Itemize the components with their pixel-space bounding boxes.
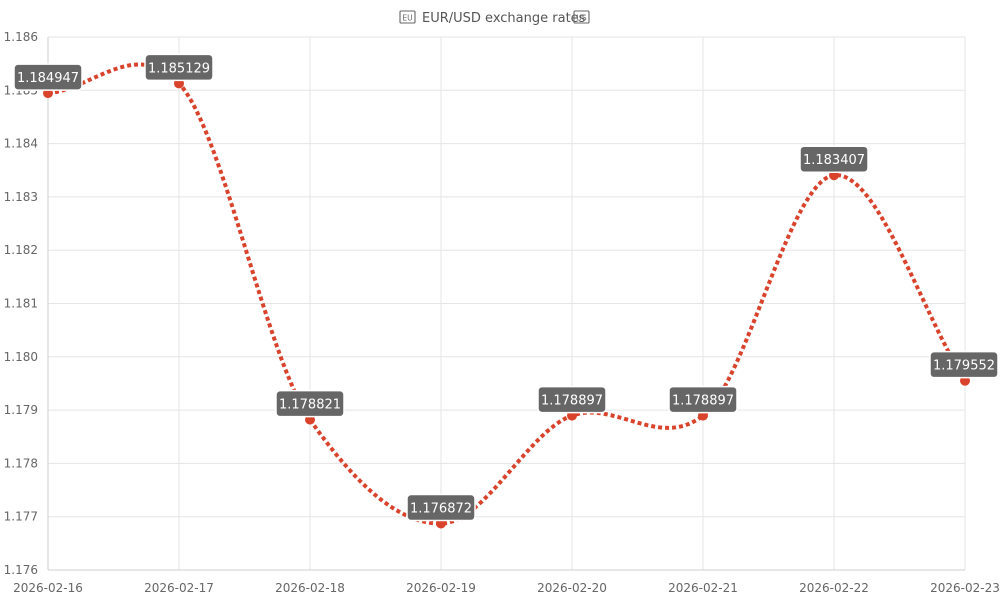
- data-label-text: 1.178821: [279, 398, 341, 413]
- x-tick-label: 2026-02-17: [144, 581, 214, 595]
- data-label-text: 1.178897: [672, 394, 734, 409]
- data-label-box: [13, 63, 83, 91]
- data-label-text: 1.178897: [541, 394, 603, 409]
- x-tick-label: 2026-02-21: [668, 581, 738, 595]
- y-tick-label: 1.177: [4, 510, 38, 524]
- data-label-text: 1.185129: [148, 61, 210, 76]
- data-label-box: [406, 493, 476, 522]
- data-label: 1.183407: [799, 145, 869, 173]
- data-label-text: 1.184947: [17, 71, 79, 86]
- data-label: 1.178897: [668, 385, 738, 414]
- x-tick-label: 2026-02-19: [406, 581, 476, 595]
- svg-text:EU: EU: [402, 14, 412, 23]
- data-label-box: [537, 385, 607, 414]
- y-tick-label: 1.176: [4, 563, 38, 577]
- x-tick-label: 2026-02-23: [930, 581, 1000, 595]
- data-label-box: [144, 53, 214, 82]
- chart-title-group: EU EUR/USD exchange rates US: [399, 10, 590, 26]
- data-label-text: 1.179552: [933, 359, 995, 374]
- y-tick-label: 1.182: [4, 243, 38, 257]
- data-label-text: 1.176872: [410, 502, 472, 517]
- data-label: 1.179552: [929, 350, 999, 379]
- y-tick-label: 1.186: [4, 30, 38, 44]
- data-label: 1.184947: [13, 63, 83, 91]
- grid-layer: [47, 36, 966, 571]
- data-label-box: [929, 350, 999, 379]
- y-tick-label: 1.178: [4, 456, 38, 470]
- data-label: 1.176872: [406, 493, 476, 522]
- data-label-box: [799, 145, 869, 173]
- data-label: 1.185129: [144, 53, 214, 82]
- y-tick-label: 1.184: [4, 137, 38, 151]
- svg-text:US: US: [576, 14, 586, 23]
- us-flag-icon: US: [573, 10, 590, 24]
- y-tick-label: 1.181: [4, 297, 38, 311]
- series-line-layer: [47, 62, 967, 526]
- y-tick-label: 1.180: [4, 350, 38, 364]
- data-label-box: [275, 389, 345, 418]
- axis-layer: 1.176 1.177 1.178 1.179 1.180 1.181 1.182 1.183…: [4, 30, 1000, 595]
- x-tick-label: 2026-02-20: [537, 581, 607, 595]
- data-label: 1.178897: [537, 385, 607, 414]
- y-tick-label: 1.179: [4, 403, 38, 417]
- data-label-box: [668, 385, 738, 414]
- data-labels-layer: 1.184947 1.185129 1.178821 1.176872 1.178897…: [13, 53, 999, 522]
- x-tick-label: 2026-02-16: [13, 581, 83, 595]
- chart-title: EUR/USD exchange rates: [422, 11, 586, 26]
- x-tick-label: 2026-02-22: [799, 581, 869, 595]
- eu-flag-icon: EU: [399, 10, 416, 24]
- data-label: 1.178821: [275, 389, 345, 418]
- data-label-text: 1.183407: [803, 153, 865, 168]
- x-tick-label: 2026-02-18: [275, 581, 345, 595]
- series-line: [47, 62, 967, 526]
- y-tick-label: 1.183: [4, 190, 38, 204]
